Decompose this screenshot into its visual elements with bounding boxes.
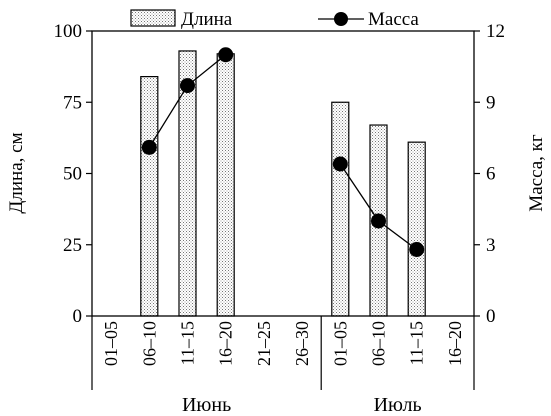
y-axis-right: 0 3 6 9 12 (474, 21, 505, 327)
length-bar (216, 53, 235, 317)
x-group-label: Июль (374, 394, 422, 416)
x-tick-label: 01–05 (101, 321, 121, 366)
length-bar (407, 141, 426, 317)
mass-point (371, 213, 386, 229)
mass-series (141, 47, 425, 257)
y-left-tick-label: 100 (54, 21, 83, 42)
y-right-tick-label: 3 (486, 235, 496, 256)
length-bar (140, 75, 159, 317)
legend-bar-label: Длина (181, 9, 233, 30)
length-bar (331, 101, 350, 317)
y-right-tick-label: 0 (486, 306, 496, 327)
x-tick-label: 06–10 (369, 321, 389, 366)
mass-point (141, 139, 157, 155)
legend-line-label: Масса (368, 9, 419, 30)
x-tick-label: 21–25 (254, 321, 274, 366)
y-right-tick-label: 6 (486, 164, 496, 185)
legend: Длина Масса (130, 9, 419, 30)
y-axis-left-title: Длина, см (6, 132, 27, 213)
x-tick-label: 11–15 (407, 321, 427, 365)
y-left-tick-label: 0 (73, 306, 83, 327)
plot-frame (91, 30, 475, 317)
x-group-label: Июнь (182, 394, 231, 416)
y-left-tick-label: 75 (63, 92, 82, 113)
y-left-tick-label: 25 (63, 235, 82, 256)
x-axis: Июнь Июль 01–05 06–10 11–15 16–20 21–25 26–30 01… (91, 316, 475, 416)
x-tick-label: 26–30 (292, 321, 312, 366)
mass-point (180, 78, 195, 94)
x-tick-label: 06–10 (139, 321, 159, 366)
mass-point (218, 47, 234, 63)
legend-marker (334, 12, 348, 26)
y-axis-left: 0 25 50 75 100 (54, 21, 92, 327)
legend-bar-swatch (130, 9, 176, 27)
y-left-tick-label: 50 (63, 164, 82, 185)
mass-point (332, 156, 348, 172)
x-tick-label: 16–20 (445, 321, 465, 366)
y-right-tick-label: 9 (486, 92, 496, 113)
y-right-tick-label: 12 (486, 21, 505, 42)
mass-point (409, 242, 425, 257)
x-tick-label: 11–15 (178, 321, 198, 365)
y-axis-right-title: Масса, кг (526, 134, 547, 212)
x-tick-label: 16–20 (216, 321, 236, 366)
x-tick-label: 01–05 (330, 321, 350, 366)
